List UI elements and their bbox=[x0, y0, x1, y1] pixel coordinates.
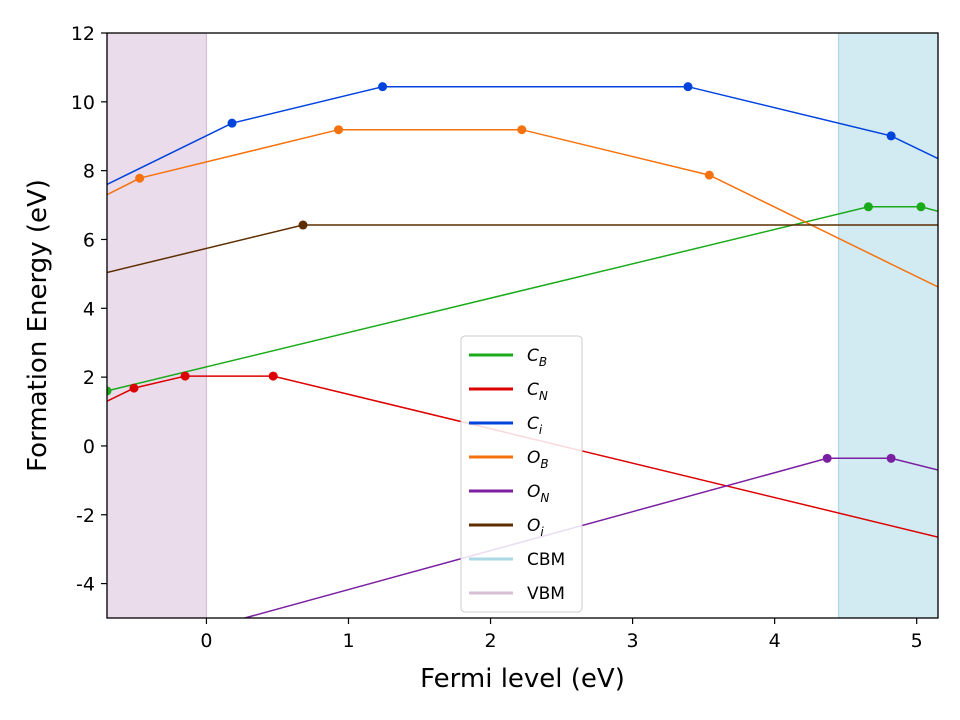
y-tick-label: -4 bbox=[76, 574, 95, 596]
x-tick-label: 5 bbox=[911, 630, 923, 652]
x-axis-ticks: 0 1 2 3 4 5 bbox=[200, 618, 923, 652]
legend-entry: OB bbox=[469, 448, 549, 471]
data-point bbox=[378, 82, 388, 92]
x-axis-label: Fermi level (eV) bbox=[420, 664, 625, 694]
series-line bbox=[244, 457, 938, 618]
legend-label: ON bbox=[527, 482, 549, 505]
vbm-band bbox=[107, 33, 207, 618]
y-tick-label: 0 bbox=[83, 436, 95, 458]
series-c-i bbox=[107, 82, 938, 186]
legend-label: CBM bbox=[527, 550, 565, 570]
legend-entry: Oi bbox=[469, 516, 544, 539]
legend-entry: CBM bbox=[469, 550, 565, 570]
legend-entry: CN bbox=[469, 380, 548, 403]
legend-label: CB bbox=[527, 346, 547, 369]
x-tick-label: 0 bbox=[200, 630, 212, 652]
y-tick-label: -2 bbox=[76, 505, 95, 527]
data-point bbox=[180, 371, 190, 381]
legend-entry: ON bbox=[469, 482, 549, 505]
data-point bbox=[268, 371, 278, 381]
data-point bbox=[886, 131, 896, 141]
plot-frame bbox=[106, 32, 939, 619]
data-point bbox=[886, 453, 896, 463]
y-tick-label: 2 bbox=[83, 367, 95, 389]
x-tick-label: 2 bbox=[484, 630, 496, 652]
data-point bbox=[916, 202, 926, 212]
data-point bbox=[227, 118, 237, 128]
data-point bbox=[129, 383, 139, 393]
y-axis-label: Formation Energy (eV) bbox=[23, 179, 53, 472]
y-axis-ticks: -4 -2 0 2 4 6 8 10 12 bbox=[71, 23, 107, 596]
data-point bbox=[298, 220, 308, 230]
legend: CB CN Ci OB ON Oi CBM VBM bbox=[460, 335, 583, 613]
x-tick-label: 3 bbox=[627, 630, 639, 652]
data-point bbox=[863, 202, 873, 212]
data-point bbox=[334, 125, 344, 135]
data-point bbox=[517, 125, 527, 135]
legend-label: OB bbox=[527, 448, 549, 471]
legend-entry: CB bbox=[469, 346, 547, 369]
data-point bbox=[107, 386, 112, 396]
cbm-band bbox=[838, 33, 938, 618]
legend-label: Oi bbox=[527, 516, 544, 539]
legend-label: CN bbox=[527, 380, 548, 403]
y-tick-label: 4 bbox=[83, 298, 95, 320]
band-regions bbox=[106, 33, 939, 618]
legend-entry: Ci bbox=[469, 414, 543, 437]
series-line bbox=[107, 85, 938, 186]
series-o-b bbox=[107, 125, 938, 288]
x-tick-label: 1 bbox=[342, 630, 354, 652]
y-tick-label: 10 bbox=[71, 92, 95, 114]
x-tick-label: 4 bbox=[769, 630, 781, 652]
series-o-n bbox=[244, 453, 938, 618]
legend-label: VBM bbox=[527, 584, 565, 604]
y-tick-label: 8 bbox=[83, 161, 95, 183]
data-point bbox=[704, 170, 714, 180]
series-line bbox=[107, 206, 938, 392]
y-tick-label: 12 bbox=[71, 23, 95, 45]
series-layer bbox=[107, 82, 938, 618]
data-point bbox=[822, 453, 832, 463]
series-line bbox=[107, 128, 938, 288]
legend-entry: VBM bbox=[469, 584, 565, 604]
legend-label: Ci bbox=[527, 414, 543, 437]
series-line bbox=[107, 224, 938, 274]
data-point bbox=[135, 173, 145, 183]
series-c-b bbox=[107, 202, 938, 396]
legend-box bbox=[460, 335, 583, 613]
data-point bbox=[683, 82, 693, 92]
series-o-i bbox=[107, 220, 938, 274]
y-tick-label: 6 bbox=[83, 229, 95, 251]
